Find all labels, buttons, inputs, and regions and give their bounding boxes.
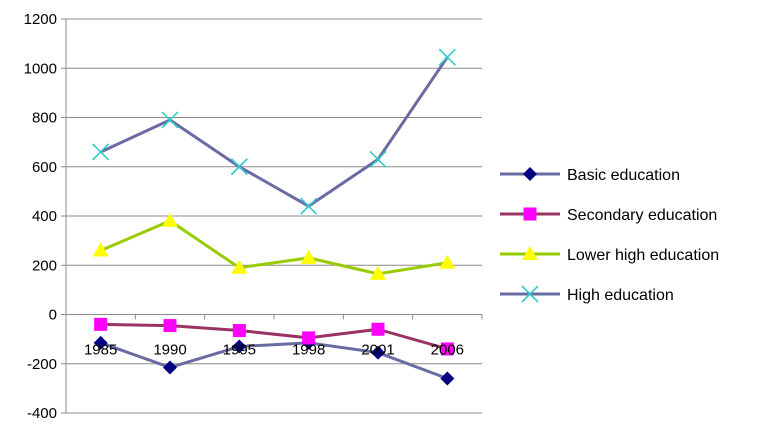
y-tick-label: 1000: [24, 60, 57, 77]
y-tick-label: 1200: [24, 11, 57, 28]
data-point: [231, 259, 248, 274]
series-high-education: [92, 48, 456, 215]
series-line: [100, 219, 448, 276]
data-point: [163, 319, 177, 333]
legend-item: Basic education: [500, 167, 680, 184]
y-tick-label: 800: [32, 110, 57, 127]
series-line: [100, 56, 449, 208]
series-line: [100, 341, 448, 380]
y-tick-label: 600: [32, 159, 57, 176]
y-tick-label: 400: [32, 208, 57, 225]
series-line: [100, 322, 448, 351]
y-tick-label: -400: [27, 405, 57, 422]
x-tick-label: 1985: [84, 342, 117, 359]
data-point: [371, 345, 385, 360]
legend-item: Lower high education: [500, 246, 719, 264]
data-point: [370, 265, 386, 280]
series-secondary-education: [94, 317, 454, 356]
legend-marker: [523, 167, 537, 181]
data-point: [439, 254, 456, 269]
data-point: [232, 339, 247, 354]
series-basic-education: [93, 335, 455, 386]
x-tick-label: 1990: [153, 342, 186, 359]
x-tick-label: 1998: [292, 342, 325, 359]
x-tick-label: 2006: [431, 342, 464, 359]
legend-label: Secondary education: [567, 207, 717, 224]
data-point: [92, 242, 109, 257]
y-tick-label: -200: [27, 356, 57, 373]
data-point: [438, 48, 456, 66]
series-lower-high-education: [92, 212, 456, 280]
x-tick-label: 2001: [361, 342, 394, 359]
series-group: 1985 1990 1995 1998 2001 2006: [84, 48, 464, 386]
legend-item: High education: [500, 285, 674, 304]
legend-label: Lower high education: [567, 247, 719, 264]
x-tick-label: 1995: [223, 342, 256, 359]
data-point: [369, 150, 387, 168]
legend-label: Basic education: [567, 167, 680, 184]
legend-label: High education: [567, 287, 674, 304]
data-point: [92, 143, 110, 161]
data-point: [230, 158, 248, 176]
data-point: [94, 317, 108, 331]
data-point: [161, 111, 179, 129]
data-point: [162, 212, 178, 227]
data-point: [440, 371, 455, 386]
data-point: [300, 197, 318, 215]
legend: Basic education Secondary education Lower …: [500, 167, 719, 304]
data-point: [163, 360, 177, 375]
legend-marker: [522, 246, 538, 260]
legend-marker: [523, 207, 537, 221]
data-point: [300, 249, 317, 264]
data-point: [440, 342, 454, 356]
y-tick-label: 200: [32, 257, 57, 274]
data-point: [371, 322, 385, 336]
axes: -400 -200 0 200 400 600 800 1000 1200: [24, 11, 483, 422]
data-point: [302, 331, 316, 345]
y-tick-label: 0: [49, 307, 57, 324]
legend-item: Secondary education: [500, 207, 717, 224]
data-point: [93, 335, 108, 350]
data-point: [232, 324, 246, 338]
legend-marker: [521, 285, 539, 303]
